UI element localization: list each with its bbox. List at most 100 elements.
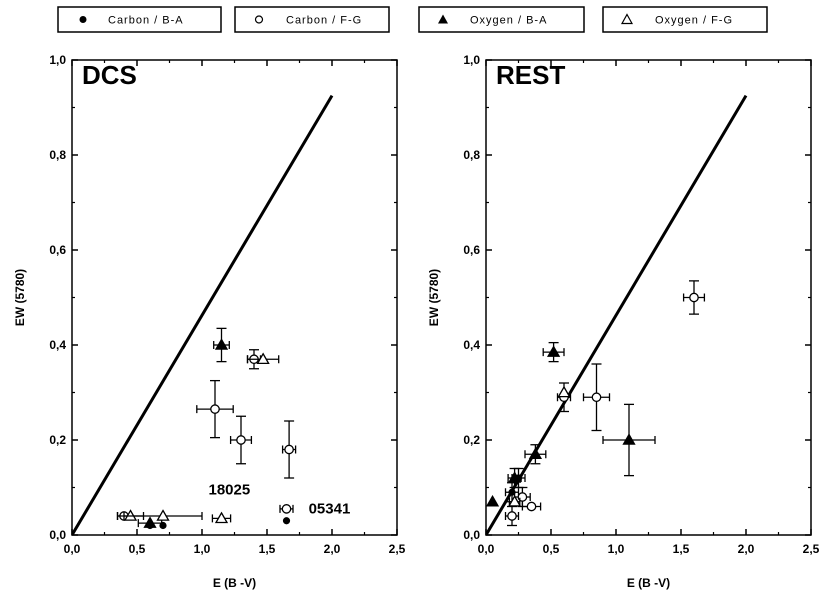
open-circle-icon: [254, 15, 264, 24]
legend-box: [418, 6, 585, 33]
y-tick-label: 0,4: [49, 338, 66, 352]
point-marker: [143, 516, 157, 528]
legend-label: Carbon / B-A: [108, 15, 184, 27]
panel-title: REST: [496, 60, 565, 90]
filled-circle-icon: [79, 16, 87, 23]
y-tick-label: 0,4: [463, 338, 480, 352]
data-point: [602, 403, 656, 477]
y-axis-label: EW (5780): [13, 269, 27, 326]
legend-item-carbon-ba: Carbon / B-A: [57, 6, 222, 33]
x-tick-label: 2,0: [324, 542, 341, 556]
y-tick-label: 0,8: [49, 148, 66, 162]
data-point: [213, 327, 230, 363]
series-oxygen-f-g: [116, 352, 280, 524]
point-marker: [156, 509, 170, 521]
y-tick-label: 0,6: [463, 243, 480, 257]
panel-title: DCS: [82, 60, 137, 90]
legend-item-carbon-fg: Carbon / F-G: [234, 6, 390, 33]
chart-dcs: 0,0 0,5 1,0 1,5 2,0 2,5 0,0 0,2 0,4 0,6 0,8 1,0 E (B…: [13, 53, 406, 590]
data-point: [557, 385, 571, 398]
data-point: [521, 501, 542, 512]
point-marker: [508, 488, 516, 496]
point-marker: [256, 352, 270, 365]
point-marker: [281, 504, 292, 514]
reference-line: [486, 94, 748, 535]
point-marker: [284, 444, 294, 455]
data-point: [196, 379, 234, 439]
data-point: [582, 363, 611, 432]
legend-label: Carbon / F-G: [286, 15, 362, 27]
data-point: [682, 280, 706, 315]
x-tick-label: 0,0: [64, 542, 81, 556]
point-marker: [236, 435, 246, 445]
series-carbon-f-g: [504, 280, 706, 527]
point-marker: [507, 471, 522, 483]
point-marker: [210, 404, 220, 414]
series-oxygen-f-g: [507, 385, 571, 507]
x-tick-label: 1,5: [259, 542, 276, 556]
legend-label: Oxygen / F-G: [655, 15, 733, 27]
filled-triangle-icon: [438, 14, 448, 24]
data-point: [137, 516, 163, 528]
point-marker: [528, 447, 543, 460]
x-tick-label: 2,0: [738, 542, 755, 556]
y-tick-label: 1,0: [49, 53, 66, 67]
x-tick-label: 1,0: [608, 542, 625, 556]
point-marker: [546, 345, 561, 357]
series-carbon-f-g: [116, 349, 297, 521]
open-triangle-icon: [620, 13, 634, 25]
y-tick-label: 0,6: [49, 243, 66, 257]
data-point: [542, 341, 565, 363]
y-tick-label: 0,0: [463, 528, 480, 542]
point-marker: [486, 494, 500, 507]
point-marker: [622, 433, 636, 445]
series-oxygen-b-a: [486, 341, 656, 507]
data-point: [507, 494, 522, 507]
x-tick-label: 1,5: [673, 542, 690, 556]
data-point: [524, 444, 547, 465]
data-point: [229, 415, 253, 465]
point-marker: [557, 385, 571, 398]
y-tick-label: 0,8: [463, 148, 480, 162]
reference-line: [72, 94, 334, 535]
data-point: [504, 505, 520, 527]
x-tick-label: 0,5: [129, 542, 146, 556]
data-point: [211, 511, 232, 524]
point-marker: [689, 292, 699, 303]
legend: Carbon / B-A Carbon / F-G Oxygen / B-A O…: [57, 6, 768, 33]
data-point: [281, 420, 297, 479]
point-marker: [214, 338, 229, 350]
data-point: [279, 504, 294, 514]
data-point: [486, 494, 500, 507]
annotation-label: 18025: [209, 482, 251, 499]
data-point: [123, 509, 203, 521]
series-oxygen-b-a: [137, 327, 230, 528]
point-marker: [591, 392, 602, 403]
data-point: [246, 352, 280, 365]
x-tick-label: 0,0: [478, 542, 495, 556]
legend-item-oxygen-fg: Oxygen / F-G: [602, 6, 768, 33]
annotation-label: 05341: [309, 501, 351, 518]
y-axis-label: EW (5780): [427, 269, 441, 326]
x-axis-label: E (B -V): [627, 576, 670, 590]
y-tick-label: 0,2: [463, 433, 480, 447]
chart-rest: 0,0 0,5 1,0 1,5 2,0 2,5 0,0 0,2 0,4 0,6 0,8 1,0 E (B…: [427, 53, 820, 590]
x-tick-label: 1,0: [194, 542, 211, 556]
data-point: [282, 517, 291, 525]
point-marker: [282, 517, 291, 525]
x-tick-label: 2,5: [803, 542, 820, 556]
point-marker: [526, 501, 537, 512]
plot-frame: [71, 59, 398, 536]
x-tick-label: 0,5: [543, 542, 560, 556]
point-marker: [214, 511, 229, 524]
x-axis-label: E (B -V): [213, 576, 256, 590]
y-tick-label: 0,0: [49, 528, 66, 542]
legend-item-oxygen-ba: Oxygen / B-A: [418, 6, 585, 33]
point-marker: [507, 494, 522, 507]
y-tick-label: 1,0: [463, 53, 480, 67]
data-point: [507, 467, 522, 489]
point-marker: [123, 509, 138, 521]
y-tick-label: 0,2: [49, 433, 66, 447]
legend-label: Oxygen / B-A: [470, 15, 547, 27]
